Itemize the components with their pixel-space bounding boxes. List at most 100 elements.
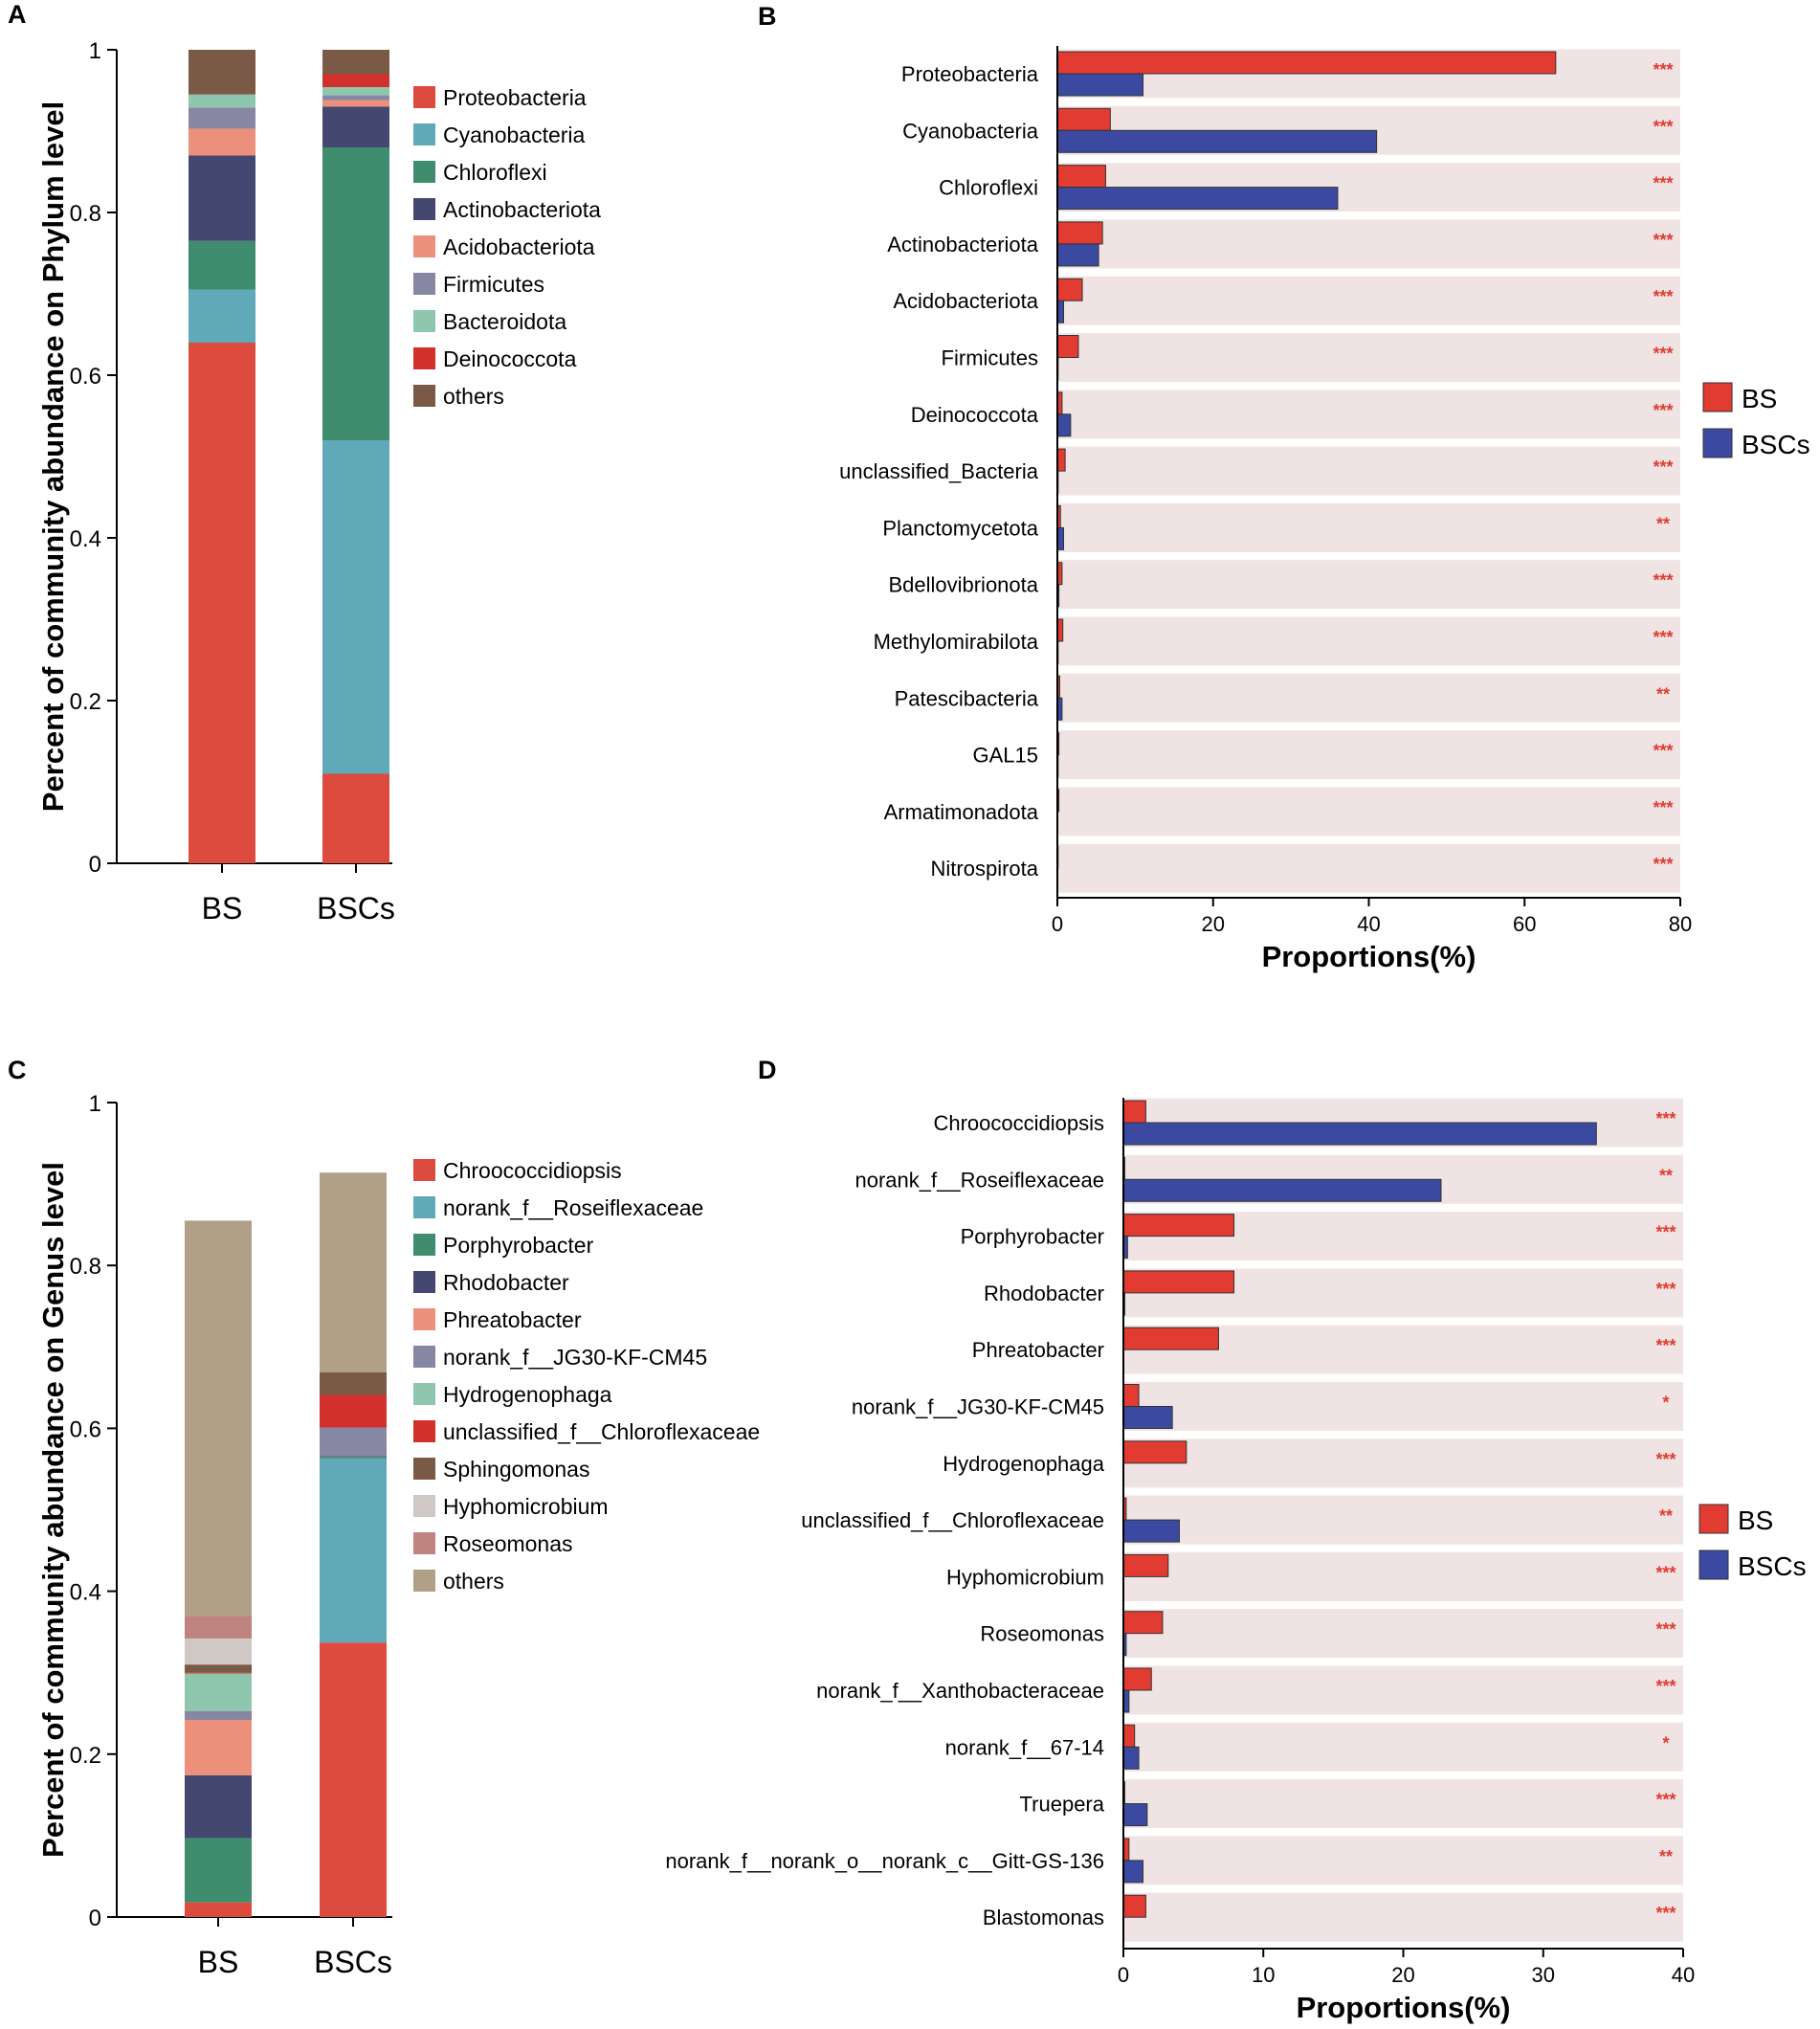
bar-bs xyxy=(1122,1214,1235,1237)
category-label: Phreatobacter xyxy=(972,1338,1104,1362)
bar-segment xyxy=(185,1720,252,1775)
y-tick-label: 0.2 xyxy=(70,689,101,715)
bar-segment xyxy=(320,1172,387,1372)
bar-bscs xyxy=(1056,413,1072,437)
significance-label: * xyxy=(1662,1733,1669,1752)
legend-label: Deinococcota xyxy=(443,346,577,371)
legend-label: BS xyxy=(1742,384,1777,413)
legend-label: unclassified_f__Chloroflexaceae xyxy=(443,1419,760,1444)
panel-letter: A xyxy=(8,0,27,29)
bar-segment xyxy=(189,343,255,863)
bar-segment xyxy=(320,1456,387,1458)
category-label: Hyphomicrobium xyxy=(946,1565,1104,1589)
row-band xyxy=(1123,1382,1683,1431)
row-band xyxy=(1123,1892,1683,1942)
bar-bs xyxy=(1122,1440,1187,1464)
significance-label: *** xyxy=(1653,457,1673,477)
legend-swatch xyxy=(413,1234,435,1256)
bar-bscs xyxy=(1056,243,1099,267)
x-tick-label: 20 xyxy=(1202,912,1225,936)
legend-swatch xyxy=(1702,428,1733,458)
x-tick-label: 60 xyxy=(1513,912,1536,936)
significance-label: *** xyxy=(1653,231,1673,250)
category-label: norank_f__Xanthobacteraceae xyxy=(816,1679,1104,1703)
category-label: Proteobacteria xyxy=(901,62,1039,86)
category-label: GAL15 xyxy=(973,744,1039,768)
bar-bs xyxy=(1122,1270,1235,1294)
y-tick-label: 0 xyxy=(89,1906,101,1931)
legend-swatch xyxy=(413,235,435,257)
legend-label: Acidobacteriota xyxy=(443,234,595,259)
category-label: Porphyrobacter xyxy=(961,1225,1104,1249)
legend-label: Proteobacteria xyxy=(443,85,587,110)
bar-segment xyxy=(320,1458,387,1643)
bar-segment xyxy=(189,50,255,95)
row-band xyxy=(1057,843,1680,893)
legend-swatch xyxy=(413,161,435,183)
legend-label: Bacteroidota xyxy=(443,309,566,334)
category-label: Truepera xyxy=(1020,1793,1105,1817)
legend-swatch xyxy=(413,1532,435,1554)
bar-bs xyxy=(1056,165,1106,189)
legend-label: Hydrogenophaga xyxy=(443,1382,612,1407)
category-label: norank_f__67-14 xyxy=(945,1735,1104,1759)
significance-label: *** xyxy=(1653,401,1673,420)
bar-segment xyxy=(322,106,389,147)
legend-label: Firmicutes xyxy=(443,272,544,297)
row-band xyxy=(1057,616,1680,666)
row-band xyxy=(1057,502,1680,552)
legend-label: Roseomonas xyxy=(443,1531,573,1556)
bar-segment xyxy=(320,1371,387,1395)
y-tick-label: 0.2 xyxy=(70,1743,101,1769)
legend-swatch xyxy=(1702,382,1733,412)
legend-label: Phreatobacter xyxy=(443,1307,582,1332)
bar-bs xyxy=(1122,1100,1146,1124)
bar-bs xyxy=(1056,107,1111,131)
significance-label: *** xyxy=(1655,1450,1676,1469)
y-tick-label: 0 xyxy=(89,852,101,878)
bar-bs xyxy=(1056,221,1103,245)
bar-segment xyxy=(185,1673,252,1711)
x-category-label: BS xyxy=(202,891,243,925)
category-label: Nitrospirota xyxy=(931,857,1039,881)
bar-segment xyxy=(185,1838,252,1903)
row-band xyxy=(1057,390,1680,439)
significance-label: *** xyxy=(1653,174,1673,193)
legend-swatch xyxy=(413,347,435,369)
category-label: Firmicutes xyxy=(942,346,1038,370)
category-label: Hydrogenophaga xyxy=(943,1452,1105,1476)
legend-label: norank_f__Roseiflexaceae xyxy=(443,1195,703,1220)
x-tick-label: 0 xyxy=(1118,1963,1129,1987)
category-label: norank_f__Roseiflexaceae xyxy=(855,1168,1104,1192)
bar-bscs xyxy=(1056,73,1144,97)
row-band xyxy=(1057,730,1680,780)
significance-label: *** xyxy=(1655,1336,1676,1355)
bar-segment xyxy=(320,1394,387,1428)
x-tick-label: 80 xyxy=(1669,912,1692,936)
row-band xyxy=(1057,333,1680,382)
bar-segment xyxy=(185,1664,252,1673)
bar-segment xyxy=(185,1902,252,1917)
legend-label: others xyxy=(443,384,504,409)
bar-segment xyxy=(185,1616,252,1639)
significance-label: *** xyxy=(1655,1223,1676,1242)
bar-segment xyxy=(322,50,389,75)
legend-label: norank_f__JG30-KF-CM45 xyxy=(443,1345,707,1370)
legend-label: BS xyxy=(1738,1505,1773,1535)
panel-letter: C xyxy=(8,1056,27,1084)
x-tick-label: 40 xyxy=(1357,912,1380,936)
significance-label: *** xyxy=(1653,571,1673,591)
y-tick-label: 0.8 xyxy=(70,1254,101,1280)
bar-bs xyxy=(1122,1611,1164,1635)
y-tick-label: 0.4 xyxy=(70,526,101,552)
legend-label: Rhodobacter xyxy=(443,1270,569,1295)
row-band xyxy=(1057,787,1680,836)
bar-segment xyxy=(189,107,255,129)
bar-segment xyxy=(189,128,255,156)
bar-bs xyxy=(1122,1553,1169,1577)
x-tick-label: 30 xyxy=(1532,1963,1555,1987)
x-tick-label: 40 xyxy=(1672,1963,1695,1987)
legend-label: BSCs xyxy=(1738,1551,1807,1581)
bar-segment xyxy=(320,1642,387,1917)
y-axis-title: Percent of community abundance on Genus … xyxy=(36,1162,70,1858)
